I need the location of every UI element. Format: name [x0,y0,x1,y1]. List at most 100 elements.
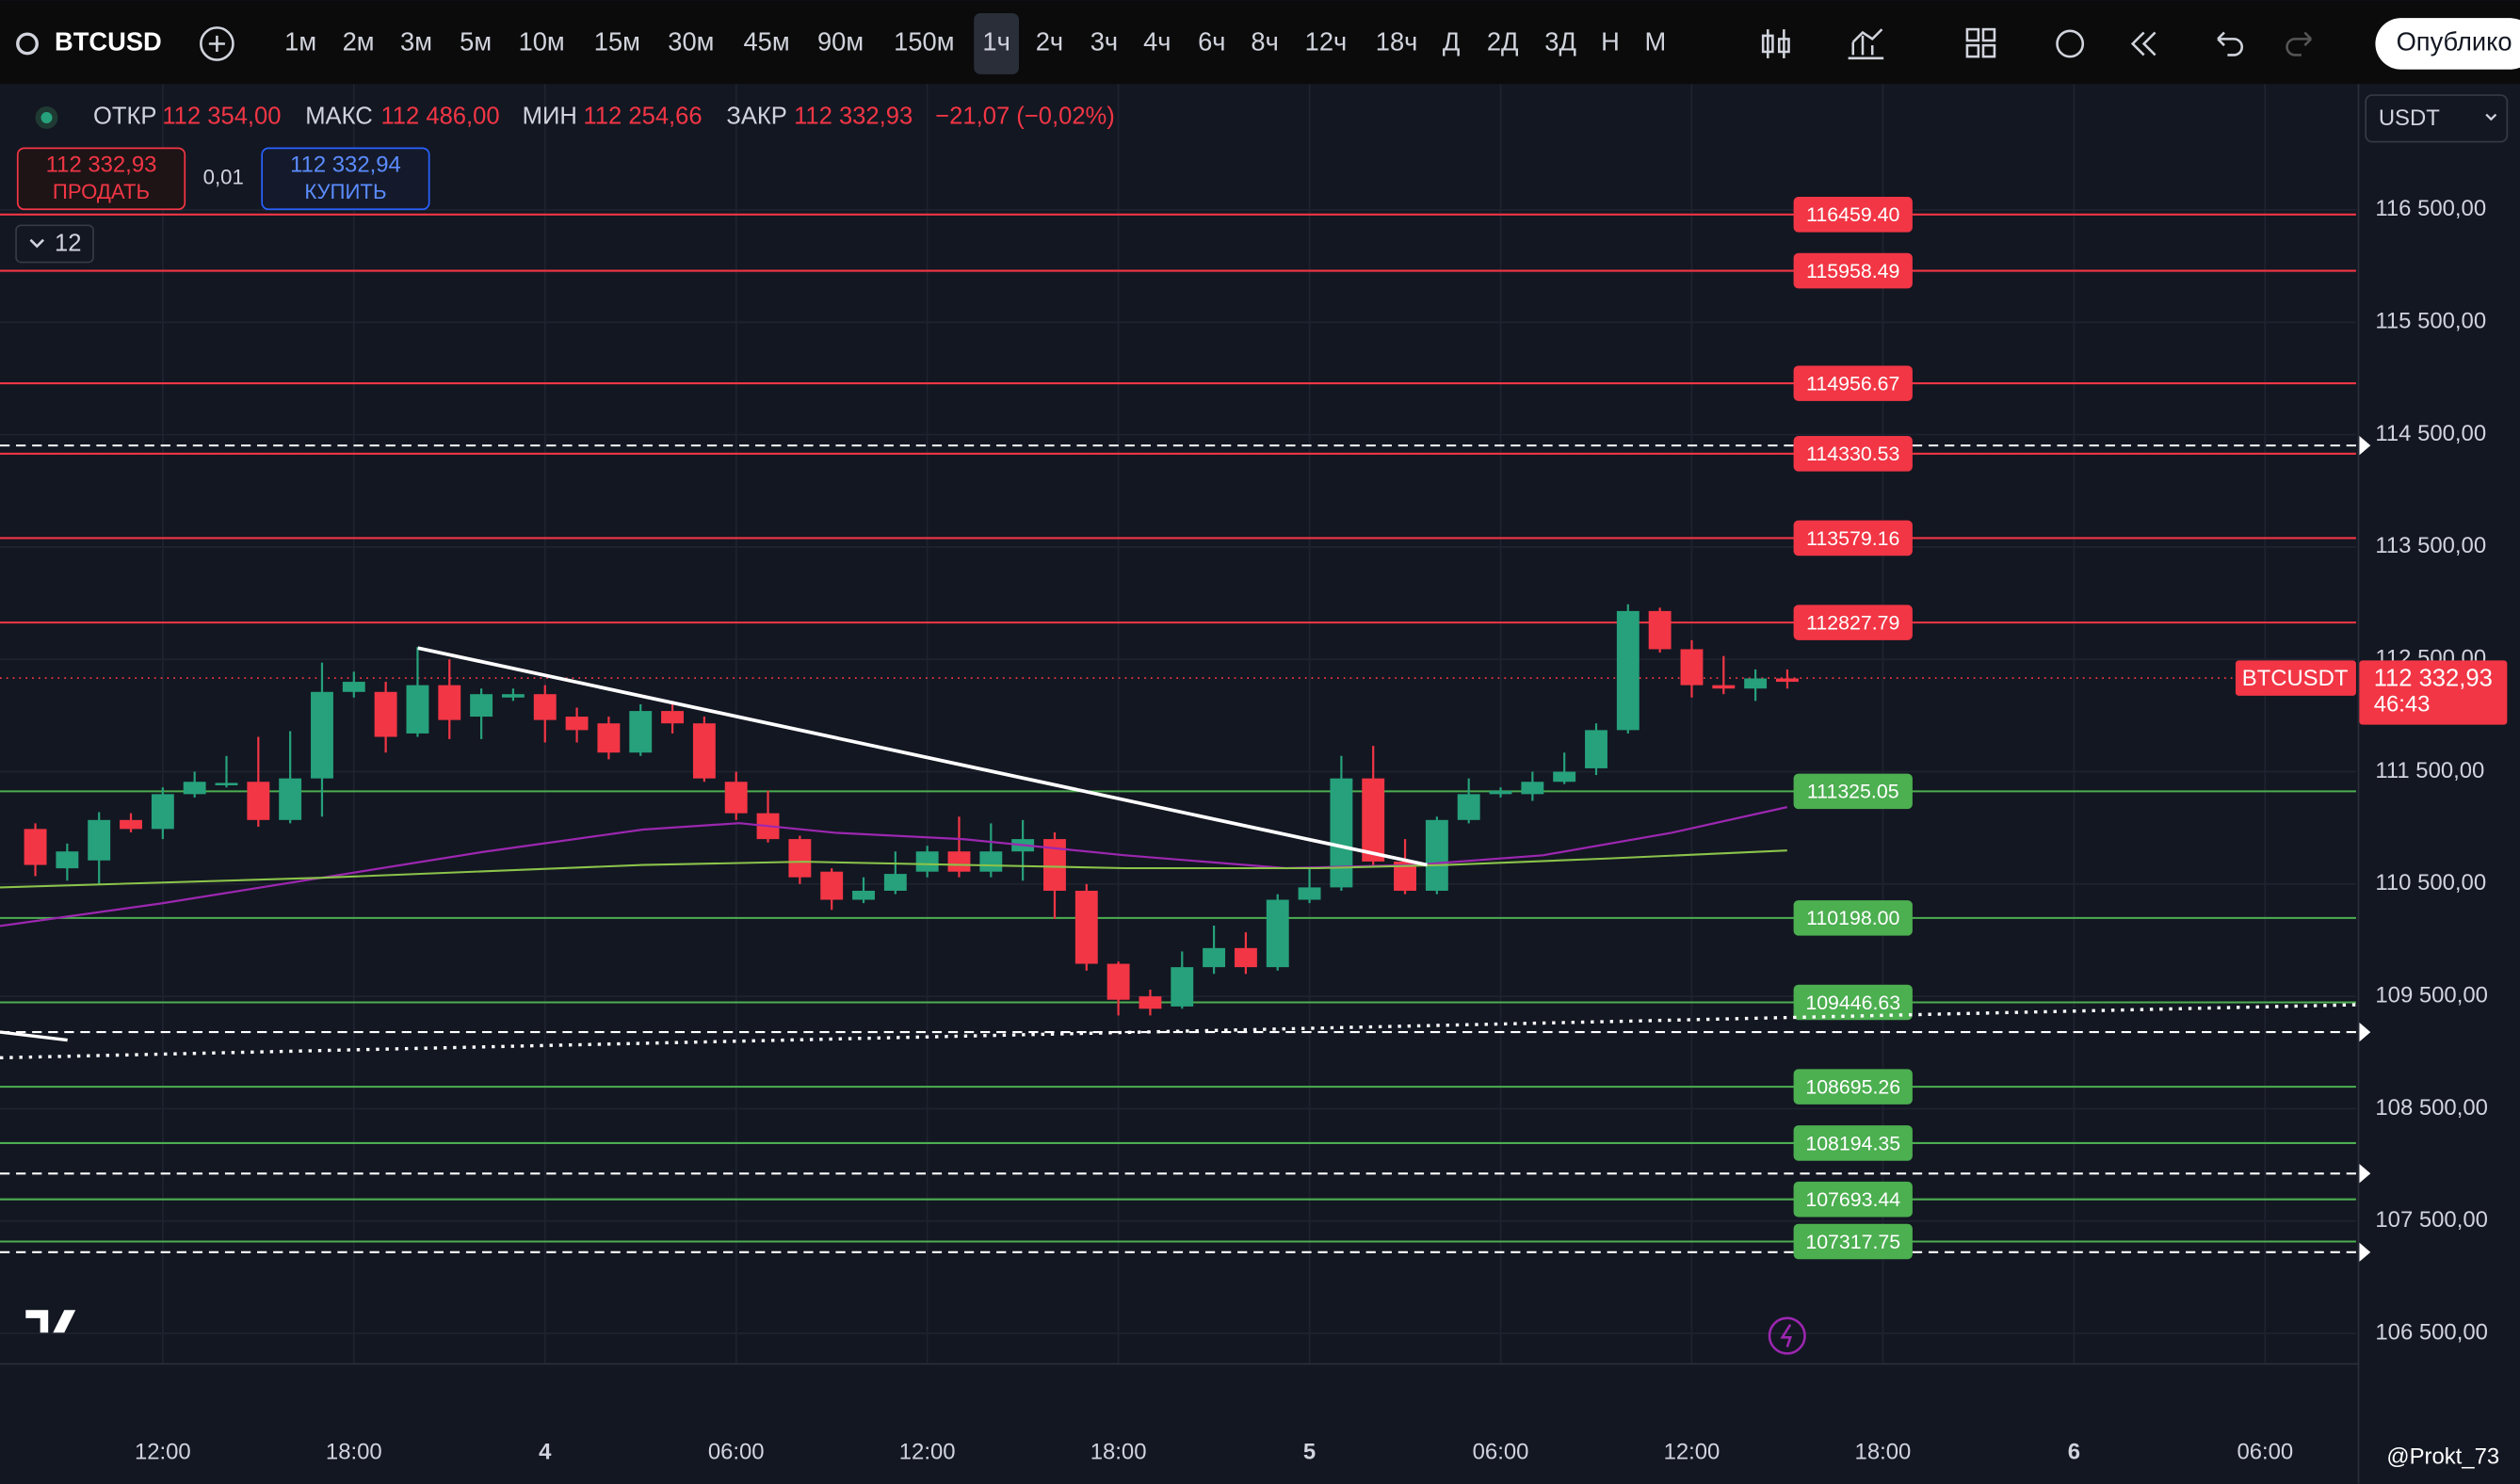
candle-body [1330,778,1353,888]
timeframe[interactable]: Д [1443,27,1461,56]
toolbar-icons [1761,27,2313,60]
candle-body [1043,839,1066,891]
level-label: 115958.49 [1806,260,1899,282]
toolbar [0,0,2520,85]
candle-body [1585,730,1607,768]
timeframe[interactable]: 1ч [982,27,1010,56]
low-label: МИН [523,104,577,130]
candle-body [1139,996,1162,1009]
timeframe[interactable]: 2Д [1487,27,1519,56]
buy-price[interactable]: 112 332,94 [290,152,401,177]
time-label: 18:00 [326,1439,382,1464]
level-arrow [2359,1164,2371,1184]
chart-type[interactable] [1761,29,1790,58]
time-label: 06:00 [708,1439,765,1464]
timeframe[interactable]: Н [1601,27,1620,56]
candle-body [1074,890,1098,964]
timeframe[interactable]: 1м [284,27,316,56]
undo[interactable] [2217,31,2244,56]
candle-body [311,691,333,779]
currency-select[interactable] [2365,94,2509,143]
candle-body [852,890,875,900]
level-arrow [2359,435,2371,456]
candle-body [661,711,685,724]
indicators-toggle[interactable] [15,224,94,264]
buy-button[interactable] [261,147,430,211]
level-tag [1793,1181,1913,1218]
timeframe[interactable]: 15м [594,27,640,56]
time-label: 12:00 [135,1439,191,1464]
plot: 116459.40 115958.49 114956.67 114330.53 1135… [0,197,2371,1263]
price-tick-label: 108 500,00 [2375,1095,2488,1121]
timeframe[interactable]: 5м [460,27,492,56]
candle-body [1171,967,1194,1007]
symbol-tag [2235,660,2356,696]
add-symbol[interactable] [200,26,234,61]
timeframe[interactable]: 6ч [1198,27,1225,56]
publish-button[interactable] [2375,18,2520,70]
low-value: 112 254,66 [584,104,703,130]
flash-icon[interactable] [1768,1316,1806,1355]
timeframe[interactable]: 2м [343,27,375,56]
active-timeframe [974,13,1020,74]
time-label: 06:00 [1473,1439,1529,1464]
indicators[interactable] [1848,28,1884,60]
level-tag [1793,436,1913,472]
buy-label[interactable]: КУПИТЬ [304,180,386,203]
price-tick-label: 114 500,00 [2375,421,2486,446]
timeframe[interactable]: 150м [894,27,954,56]
layouts[interactable] [1965,27,1980,42]
timeframe[interactable]: 18ч [1376,27,1418,56]
level-tag [1793,365,1913,401]
indicators-count[interactable]: 12 [55,231,81,257]
timeframe[interactable]: 3ч [1090,27,1118,56]
candle-body [1107,963,1130,1000]
level-tag [1793,605,1913,640]
candle-body [947,851,971,872]
ohlc-legend: ОТКР 112 354,00 МАКС 112 486,00 МИН 112 … [93,104,1115,130]
timeframe[interactable]: 45м [743,27,789,56]
alert[interactable] [2056,29,2085,58]
timeframe[interactable]: 2ч [1036,27,1063,56]
candle-body [1521,782,1544,795]
candle-body [883,874,907,891]
timeframe[interactable]: 4ч [1143,27,1171,56]
timeframe[interactable]: 3м [400,27,432,56]
timeframe[interactable]: 8ч [1251,27,1278,56]
level-tag [1793,1069,1913,1105]
timeframe[interactable]: 10м [519,27,565,56]
sell-label[interactable]: ПРОДАТЬ [53,180,150,203]
time-label: 12:00 [899,1439,956,1464]
candle-body [215,782,238,786]
candle-body [692,723,716,779]
close-value: 112 332,93 [794,104,913,130]
sell-button[interactable] [16,147,186,211]
candle-body [1298,887,1321,900]
sell-price[interactable]: 112 332,93 [46,152,157,177]
level-tag [1793,1125,1913,1161]
symbol[interactable]: BTCUSD [55,27,162,56]
currency[interactable]: USDT [2379,105,2440,131]
time-label: 12:00 [1664,1439,1720,1464]
replay[interactable] [2130,31,2157,56]
level-label: 111325.05 [1807,781,1899,803]
publish-label[interactable]: Опублико [2397,27,2512,56]
open-value: 112 354,00 [162,104,281,130]
redo[interactable] [2286,31,2313,56]
level-arrow [2359,1022,2371,1042]
timeframe[interactable]: М [1644,27,1666,56]
open-label: ОТКР [93,104,156,130]
level-tag [1793,520,1913,556]
timeframe[interactable]: 30м [668,27,714,56]
timeframe[interactable]: 12ч [1305,27,1348,56]
level-label: 108695.26 [1805,1076,1900,1099]
candle-body [438,685,461,720]
candle-body [1712,685,1736,689]
timeframe[interactable]: 3Д [1544,27,1576,56]
candle-body [597,723,621,753]
search-icon[interactable] [16,32,39,56]
timeframe[interactable]: 90м [817,27,864,56]
moving-average-fast [0,806,1788,928]
level-label: 116459.40 [1806,203,1899,226]
